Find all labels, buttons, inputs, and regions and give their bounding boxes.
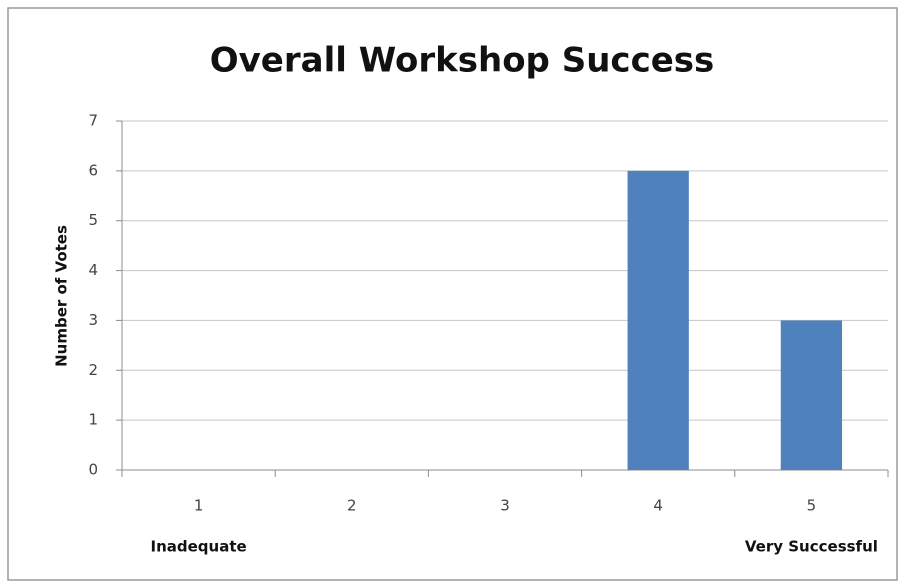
bar	[780, 320, 843, 470]
chart-title: Overall Workshop Success	[210, 41, 715, 81]
y-axis-label: Number of Votes	[53, 225, 71, 367]
y-tick-label: 3	[88, 311, 98, 329]
y-tick-label: 0	[88, 461, 98, 479]
x-tick-label: 5	[807, 497, 817, 515]
chart-frame	[7, 7, 898, 581]
x-tick-label: 2	[347, 497, 357, 515]
y-tick-label: 1	[88, 411, 98, 429]
y-tick-label: 2	[88, 361, 98, 379]
y-tick-label: 4	[88, 261, 98, 279]
y-tick-label: 5	[88, 211, 98, 229]
y-tick-label: 7	[88, 112, 98, 130]
bar	[627, 170, 689, 470]
annotation: Inadequate	[151, 538, 247, 556]
x-tick-label: 1	[194, 497, 204, 515]
x-tick-label: 4	[653, 497, 663, 515]
x-tick-label: 3	[500, 497, 510, 515]
annotation: Very Successful	[745, 538, 878, 556]
y-tick-label: 6	[88, 161, 98, 179]
